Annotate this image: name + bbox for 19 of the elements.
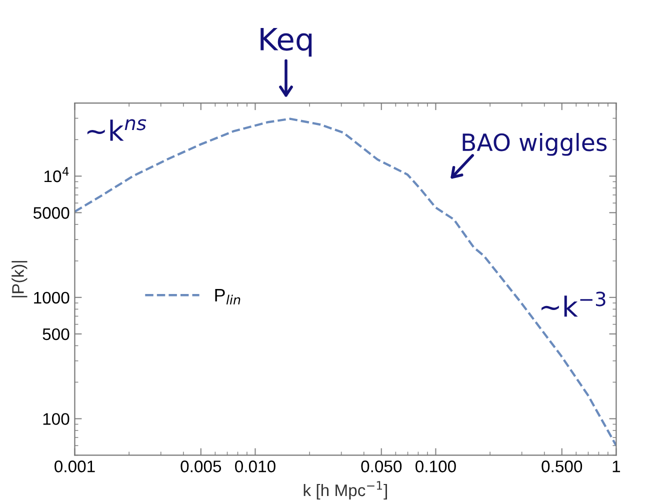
x-axis-title: k [h Mpc$^{−1}$] <box>304 481 387 500</box>
y-tick-label: 100 <box>43 413 70 425</box>
annotation: ~k$^{−3}$ <box>542 292 606 317</box>
y-tick-label: 5000 <box>33 207 70 219</box>
x-tick-label: 0.050 <box>361 460 402 472</box>
x-tick-label: 0.100 <box>416 460 456 472</box>
x-tick-label: 0.500 <box>542 460 582 472</box>
text: Keq <box>260 28 312 57</box>
y-axis-title: |P(k)| <box>12 261 28 298</box>
y-tick-label: 10$^{4}$ <box>44 167 69 182</box>
x-tick-label: 0.001 <box>54 460 95 472</box>
x-tick-label: 1 <box>612 460 620 472</box>
legend-label: P$_{lin}$ <box>215 288 240 304</box>
x-tick-label: 0.010 <box>235 460 276 472</box>
y-tick-label: 500 <box>42 328 70 340</box>
annotation: ~k$^{ns}$ <box>87 119 146 141</box>
x-tick-label: 0.005 <box>180 460 222 472</box>
annotation: BAO wiggles <box>462 132 607 156</box>
y-tick-label: 1000 <box>34 292 70 304</box>
